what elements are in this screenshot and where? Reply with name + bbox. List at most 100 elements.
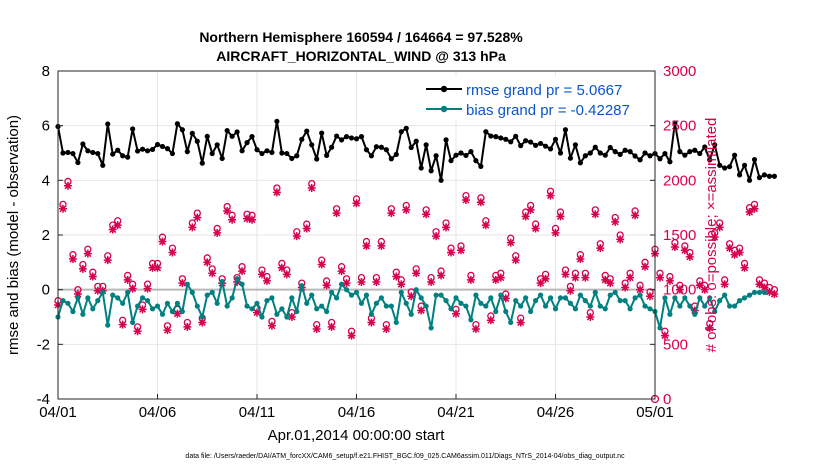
obs-assimilated-marker [118,320,127,329]
obs-assimilated-marker [581,273,590,282]
obs-assimilated-marker [566,286,575,295]
bias-point [413,287,419,293]
rmse-point [617,151,623,157]
obs-assimilated-marker [307,183,316,192]
rmse-point [338,137,345,143]
obs-assimilated-marker [257,270,266,279]
bias-point [746,292,753,298]
bias-point [707,295,713,301]
bias-point [592,289,598,295]
rmse-point [567,155,574,161]
obs-assimilated-marker [267,321,276,330]
bias-point [518,303,524,309]
bias-point [642,303,648,309]
rmse-point [348,135,355,141]
rmse-point [110,151,116,157]
rmse-point [732,152,738,158]
bias-point [120,300,126,306]
obs-assimilated-marker [521,212,530,221]
rmse-point [159,143,166,150]
obs-assimilated-marker [103,256,112,265]
obs-assimilated-marker [452,309,460,318]
bias-point [169,308,176,315]
rmse-point [90,149,96,156]
bias-point [597,303,603,309]
rmse-point [284,150,290,157]
bias-point [378,295,384,301]
obs-assimilated-marker [491,275,500,284]
bias-point [547,295,554,301]
rmse-point [418,165,424,171]
rmse-point [363,147,370,153]
obs-assimilated-marker [367,318,376,327]
bias-point [503,308,509,315]
obs-assimilated-marker [675,285,684,294]
obs-assimilated-marker [282,270,291,279]
obs-assimilated-marker [238,267,247,276]
bias-point [687,303,693,309]
bias-point [488,295,494,301]
bias-point [398,289,404,295]
bias-point [70,308,76,315]
rmse-point [353,136,360,142]
y-right-tick-label: 3000 [663,63,696,80]
bias-point [702,303,708,309]
obs-assimilated-marker [387,209,396,218]
y-right-tick-label: 0 [663,391,671,408]
bias-point [727,303,733,309]
rmse-point [398,129,404,135]
rmse-point [174,121,180,127]
rmse-point [533,142,539,148]
rmse-point [627,149,633,155]
bias-point [498,292,504,298]
obs-assimilated-marker [113,221,122,230]
rmse-point [319,130,325,136]
obs-assimilated-marker [148,263,157,272]
obs-assimilated-marker [312,325,321,334]
legend-rmse-marker [440,85,448,93]
bias-point [289,295,295,301]
rmse-point [458,150,464,156]
obs-assimilated-marker [412,269,421,278]
obs-assimilated-marker [287,313,296,321]
bias-point [418,295,424,301]
bias-point [130,319,136,326]
rmse-point [314,156,320,162]
y-axis-right-label: # of obs: o=possible; ×=assimilated [703,118,720,353]
rmse-point [388,156,394,162]
bias-point [329,289,335,295]
bias-point [75,295,81,301]
rmse-point [518,143,524,149]
rmse-point [468,149,474,155]
rmse-point [528,139,534,145]
bias-point [697,295,703,301]
obs-assimilated-marker [690,306,699,315]
obs-assimilated-marker [456,246,465,255]
rmse-point [403,125,409,131]
bias-point [463,303,469,309]
rmse-point [239,148,245,154]
rmse-point [508,139,514,145]
bias-point [533,298,539,304]
y-left-tick-label: -2 [37,336,50,353]
bias-point [478,300,484,306]
obs-assimilated-marker [695,281,704,290]
rmse-point [741,162,748,168]
bias-point [433,292,439,298]
bias-point [174,300,180,306]
obs-assimilated-marker [417,306,426,315]
obs-assimilated-marker [178,279,187,288]
footnote-data-file: data file: /Users/raeder/DAI/ATM_forcXX/… [185,453,625,460]
bias-point [105,322,111,328]
obs-assimilated-marker [770,290,779,299]
rmse-point [80,141,86,147]
bias-point [582,298,588,304]
x-axis: 04/01 04/06 04/11 04/16 04/21 04/26 05/01 [39,394,674,421]
rmse-point [662,150,668,157]
bias-point [562,295,569,301]
obs-assimilated-marker [123,275,132,284]
obs-assimilated-marker [511,256,520,265]
bias-point [736,298,743,304]
bias-point [348,292,355,298]
rmse-point [672,120,678,126]
